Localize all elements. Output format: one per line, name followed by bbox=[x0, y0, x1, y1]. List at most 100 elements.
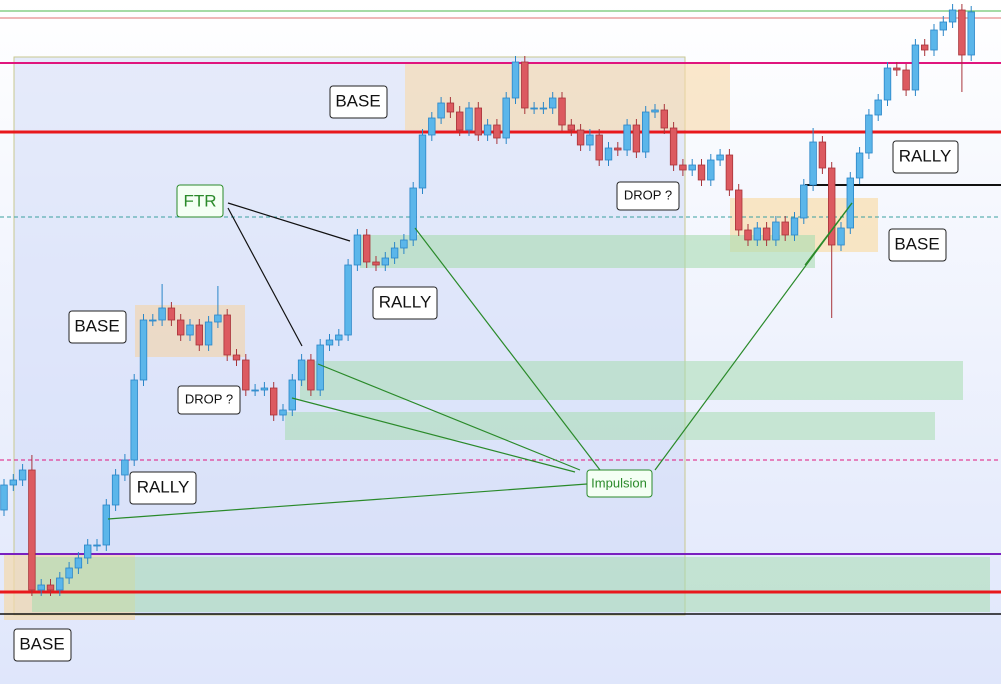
candle-body bbox=[269, 387, 278, 416]
candle-body bbox=[735, 189, 743, 231]
candle-body bbox=[483, 124, 492, 136]
candle-body bbox=[418, 134, 427, 189]
candle-body bbox=[18, 469, 27, 481]
candle-body bbox=[939, 21, 947, 31]
candle-body bbox=[874, 99, 882, 116]
candle-body bbox=[409, 187, 417, 241]
candle-body bbox=[195, 324, 203, 346]
candle-body bbox=[837, 227, 845, 246]
candle-body bbox=[297, 359, 306, 381]
demand-zone bbox=[360, 235, 815, 268]
label-box bbox=[129, 471, 197, 505]
label-box bbox=[177, 385, 241, 415]
candle-body bbox=[428, 117, 436, 136]
candle-body bbox=[883, 67, 892, 101]
candle-body bbox=[28, 469, 36, 591]
annotation-lines bbox=[107, 202, 853, 520]
zones bbox=[4, 63, 990, 620]
candle-body bbox=[865, 114, 873, 154]
label: RALLY bbox=[137, 477, 190, 496]
label-box bbox=[888, 228, 947, 262]
candle-body bbox=[967, 11, 975, 56]
label: RALLY bbox=[379, 292, 432, 311]
demand-zone bbox=[285, 412, 935, 440]
candle-body bbox=[679, 164, 687, 171]
candle-body bbox=[74, 557, 83, 569]
candle-body bbox=[316, 344, 324, 391]
pointer-line bbox=[227, 207, 303, 347]
candle-body bbox=[669, 127, 678, 166]
candle-body bbox=[335, 334, 343, 341]
candle-body bbox=[325, 339, 334, 346]
candle-body bbox=[121, 459, 129, 476]
candle-body bbox=[809, 141, 817, 186]
candle-body bbox=[716, 154, 724, 161]
candle-body bbox=[37, 584, 45, 591]
candle-body bbox=[437, 102, 445, 119]
candle-body bbox=[474, 107, 482, 136]
candle-body bbox=[344, 264, 352, 336]
candle-body bbox=[511, 61, 520, 99]
label-box bbox=[586, 469, 653, 498]
label: RALLY bbox=[899, 146, 952, 165]
label: BASE bbox=[335, 91, 380, 110]
candle-body bbox=[549, 97, 557, 109]
candle-body bbox=[781, 221, 789, 236]
demand-zone bbox=[300, 361, 963, 400]
candle-body bbox=[279, 409, 287, 416]
candle-body bbox=[762, 227, 771, 241]
label-box bbox=[892, 140, 959, 174]
candle-body bbox=[790, 217, 799, 236]
label: BASE bbox=[19, 634, 64, 653]
candle-body bbox=[390, 247, 399, 259]
label: BASE bbox=[894, 234, 939, 253]
candle-body bbox=[651, 109, 659, 113]
candle-body bbox=[232, 354, 241, 361]
candle-body bbox=[595, 134, 603, 161]
candle-body bbox=[902, 69, 910, 91]
candles bbox=[0, 4, 975, 596]
candle-body bbox=[818, 141, 827, 169]
base-zone bbox=[405, 63, 730, 130]
label: Impulsion bbox=[591, 475, 647, 490]
candle-body bbox=[855, 152, 864, 179]
candle-body bbox=[948, 9, 957, 23]
label-box bbox=[372, 286, 438, 320]
candle-body bbox=[102, 504, 110, 546]
candle-body bbox=[725, 154, 734, 191]
label-box bbox=[176, 184, 224, 218]
candle-body bbox=[521, 61, 529, 109]
candle-body bbox=[893, 67, 901, 71]
candle-body bbox=[130, 379, 138, 461]
candle-body bbox=[455, 111, 464, 131]
candle-body bbox=[214, 314, 222, 323]
label-box bbox=[616, 181, 680, 211]
candle-body bbox=[158, 307, 166, 321]
candle-body bbox=[260, 387, 269, 391]
candle-body bbox=[921, 44, 929, 51]
candle-body bbox=[660, 109, 668, 129]
candle-body bbox=[539, 107, 548, 110]
candle-body bbox=[558, 97, 566, 126]
candle-body bbox=[911, 44, 920, 91]
pointer-line bbox=[107, 483, 588, 520]
labels: BASE FTR BASE RALLY DROP ? DROP ? RALLY … bbox=[13, 85, 959, 662]
label-box bbox=[68, 310, 127, 344]
candle-body bbox=[242, 359, 250, 391]
label: DROP ? bbox=[185, 391, 233, 406]
candle-body bbox=[204, 321, 213, 346]
candle-body bbox=[139, 319, 148, 381]
candle-body bbox=[493, 124, 501, 139]
candle-body bbox=[567, 124, 575, 131]
candle-body bbox=[353, 234, 362, 266]
candle-body bbox=[697, 164, 706, 181]
label: FTR bbox=[183, 191, 216, 210]
candle-body bbox=[800, 184, 808, 219]
candle-body bbox=[502, 97, 510, 139]
candle-body bbox=[46, 584, 55, 591]
label: DROP ? bbox=[624, 187, 672, 202]
candle-body bbox=[372, 261, 380, 266]
candle-body bbox=[614, 147, 622, 151]
candle-body bbox=[632, 124, 641, 153]
